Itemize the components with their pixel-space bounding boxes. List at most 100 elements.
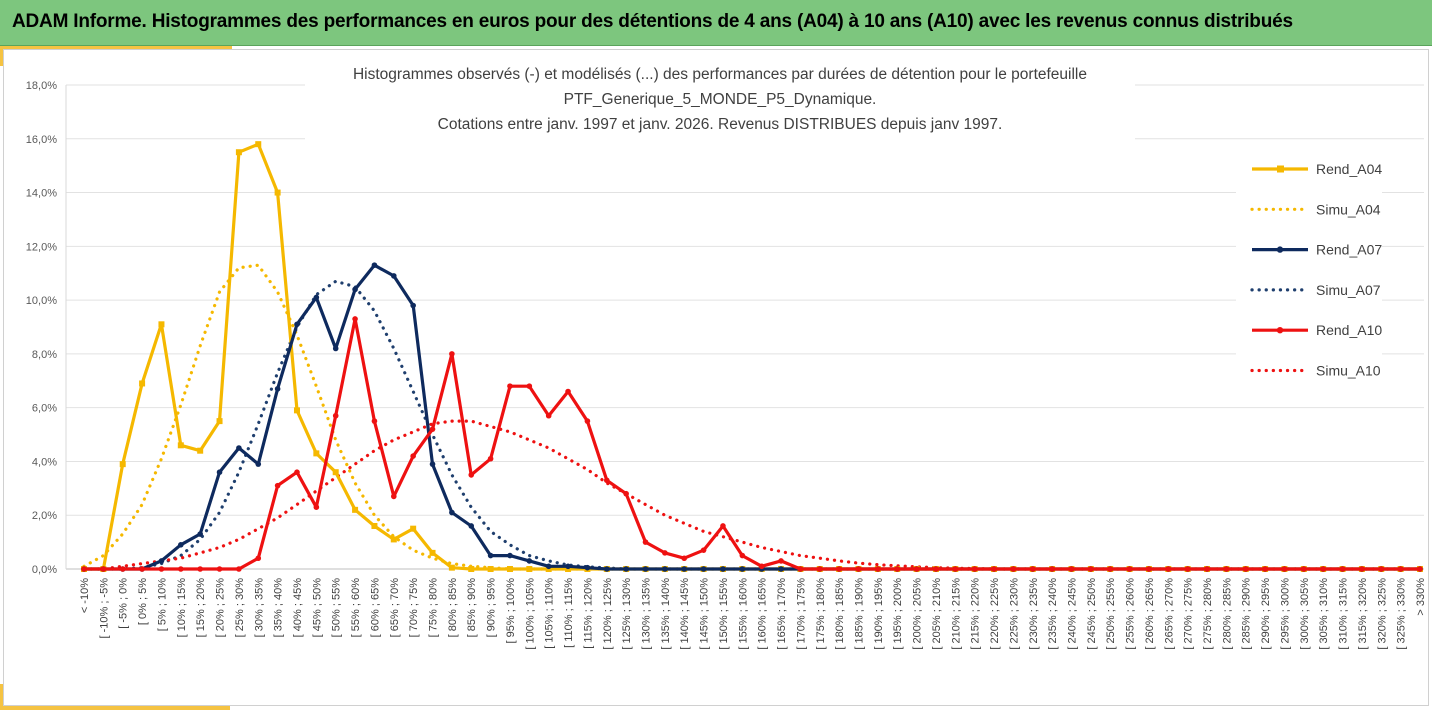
legend: Rend_A04 Simu_A04 Rend_A07 Simu_A07 Rend_A10… bbox=[1236, 140, 1382, 390]
point-Rend_A10 bbox=[662, 550, 668, 556]
x-tick-label: [ 190% ; 195% bbox=[873, 578, 885, 650]
x-tick-label: [ 250% ; 255% bbox=[1105, 578, 1117, 650]
title-background bbox=[305, 58, 1135, 140]
point-Rend_A10 bbox=[294, 469, 300, 476]
series-line-Simu_A07 bbox=[82, 279, 1422, 571]
point-Rend_A10 bbox=[1204, 566, 1210, 572]
point-Rend_A10 bbox=[255, 555, 262, 562]
point-Rend_A07 bbox=[468, 523, 475, 529]
point-Rend_A10 bbox=[681, 555, 688, 562]
point-Rend_A10 bbox=[1320, 566, 1326, 572]
point-Rend_A07 bbox=[255, 461, 262, 467]
y-tick-label: 2,0% bbox=[32, 510, 57, 522]
point-Rend_A10 bbox=[584, 418, 591, 424]
x-tick-label: [ 285% ; 290% bbox=[1241, 578, 1253, 650]
x-tick-label: [ -5% ; 0% bbox=[118, 578, 130, 629]
point-Rend_A10 bbox=[1010, 566, 1017, 572]
x-tick-label: [ 95% ; 100% bbox=[505, 578, 517, 644]
x-tick-label: [ 165% ; 170% bbox=[776, 578, 788, 650]
x-tick-label: [ 275% ; 280% bbox=[1202, 578, 1214, 650]
report-title: ADAM Informe. Histogrammes des performan… bbox=[12, 11, 1293, 32]
point-Rend_A04 bbox=[448, 564, 455, 571]
x-tick-label: [ 210% ; 215% bbox=[950, 578, 962, 650]
point-Rend_A10 bbox=[1068, 566, 1075, 572]
point-Rend_A04 bbox=[332, 469, 339, 476]
legend-item-Rend_A07: Rend_A07 bbox=[1252, 242, 1382, 258]
x-tick-label: [ 180% ; 185% bbox=[834, 578, 846, 650]
point-Rend_A10 bbox=[913, 566, 920, 572]
x-tick-label: [ 235% ; 240% bbox=[1047, 578, 1059, 650]
point-Rend_A07 bbox=[236, 445, 242, 451]
x-tick-label: [ 55% ; 60% bbox=[350, 578, 362, 638]
x-tick-label: [ 205% ; 210% bbox=[931, 578, 943, 650]
legend-item-Rend_A04: Rend_A04 bbox=[1252, 161, 1382, 177]
series-line-Rend_A10 bbox=[84, 317, 1420, 571]
point-Rend_A07 bbox=[216, 469, 223, 476]
legend-label: Simu_A04 bbox=[1316, 201, 1381, 217]
point-Rend_A07 bbox=[274, 386, 281, 392]
point-Rend_A04 bbox=[158, 321, 165, 328]
y-tick-label: 16,0% bbox=[26, 134, 57, 146]
point-Rend_A04 bbox=[235, 149, 242, 156]
point-Rend_A10 bbox=[971, 566, 978, 572]
accent-bar-left-bottom bbox=[0, 684, 3, 710]
point-Rend_A10 bbox=[100, 566, 107, 572]
x-tick-label: > 330% bbox=[1415, 578, 1427, 616]
point-Rend_A10 bbox=[352, 316, 358, 322]
point-Rend_A10 bbox=[642, 539, 649, 545]
legend-marker bbox=[1276, 246, 1284, 253]
point-Rend_A10 bbox=[1359, 566, 1365, 572]
x-tick-label: [ 240% ; 245% bbox=[1066, 578, 1078, 650]
x-tick-label: [ 145% ; 150% bbox=[699, 578, 711, 650]
series-Rend_A07 bbox=[81, 262, 1423, 572]
x-tick-label: [ 135% ; 140% bbox=[660, 578, 672, 650]
point-Rend_A07 bbox=[197, 531, 203, 537]
x-tick-label: [ 160% ; 165% bbox=[757, 578, 769, 650]
point-Rend_A10 bbox=[1088, 566, 1094, 572]
x-tick-label: [ 215% ; 220% bbox=[970, 578, 982, 650]
x-tick-label: [ 270% ; 275% bbox=[1183, 578, 1195, 650]
x-tick-label: [ 50% ; 55% bbox=[331, 578, 343, 638]
series-line-Rend_A07 bbox=[84, 263, 1420, 571]
x-tick-label: [ 0% ; 5% bbox=[137, 578, 149, 625]
point-Rend_A10 bbox=[1262, 566, 1268, 572]
point-Rend_A04 bbox=[371, 522, 378, 529]
accent-bar-left-top bbox=[0, 46, 3, 66]
y-tick-label: 18,0% bbox=[26, 80, 57, 92]
report-banner: ADAM Informe. Histogrammes des performan… bbox=[0, 0, 1432, 46]
series-line-Simu_A10 bbox=[82, 419, 1422, 571]
x-tick-label: [ 35% ; 40% bbox=[273, 578, 285, 638]
point-Rend_A10 bbox=[274, 482, 281, 489]
series-Simu_A10 bbox=[82, 419, 1422, 571]
x-tick-label: [ 230% ; 235% bbox=[1028, 578, 1040, 650]
x-tick-label: [ 115% ; 120% bbox=[582, 578, 594, 649]
y-tick-label: 0,0% bbox=[32, 564, 57, 576]
legend-item-Simu_A07: Simu_A07 bbox=[1250, 282, 1381, 298]
point-Rend_A04 bbox=[429, 549, 436, 556]
point-Rend_A07 bbox=[526, 558, 533, 564]
point-Rend_A10 bbox=[526, 383, 533, 389]
point-Rend_A04 bbox=[274, 189, 281, 196]
point-Rend_A10 bbox=[875, 566, 881, 572]
title-line: PTF_Generique_5_MONDE_P5_Dynamique. bbox=[564, 91, 877, 108]
title-line: Histogrammes observés (-) et modélisés (… bbox=[353, 66, 1087, 83]
point-Rend_A04 bbox=[177, 442, 184, 449]
point-Rend_A10 bbox=[332, 412, 339, 419]
x-tick-label: [ 85% ; 90% bbox=[466, 578, 478, 638]
point-Rend_A10 bbox=[855, 566, 862, 572]
point-Rend_A10 bbox=[1029, 566, 1036, 572]
legend-marker bbox=[1277, 165, 1284, 173]
point-Rend_A07 bbox=[178, 542, 184, 548]
accent-bar-bottom bbox=[0, 706, 230, 710]
chart-title: Histogrammes observés (-) et modélisés (… bbox=[305, 58, 1135, 140]
point-Rend_A10 bbox=[178, 566, 184, 572]
legend-label: Rend_A07 bbox=[1316, 242, 1382, 258]
point-Rend_A07 bbox=[778, 566, 784, 572]
point-Rend_A10 bbox=[139, 566, 145, 572]
point-Rend_A04 bbox=[506, 566, 513, 572]
point-Rend_A07 bbox=[507, 552, 513, 559]
point-Rend_A10 bbox=[1378, 566, 1385, 572]
point-Rend_A10 bbox=[197, 566, 203, 572]
point-Rend_A10 bbox=[1242, 566, 1249, 572]
point-Rend_A10 bbox=[1184, 566, 1191, 572]
